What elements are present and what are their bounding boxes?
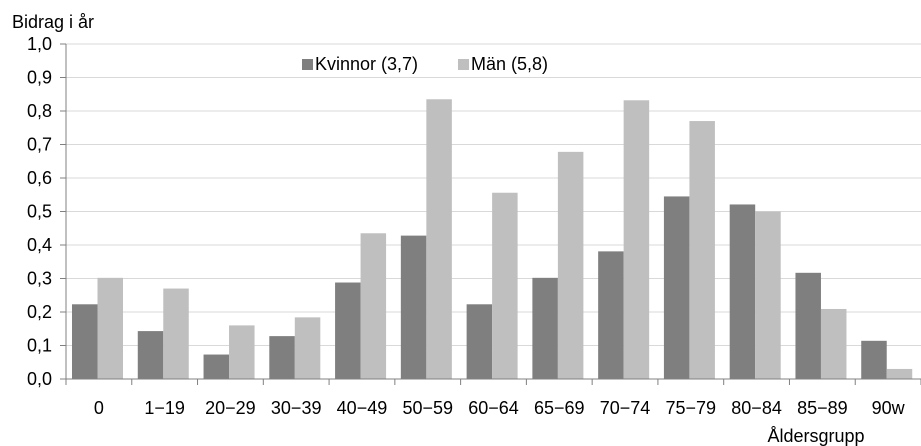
bar bbox=[623, 100, 650, 379]
bar bbox=[466, 304, 493, 379]
bar bbox=[294, 317, 321, 379]
bar bbox=[229, 325, 255, 379]
x-tick-label: 0 bbox=[94, 398, 104, 418]
x-tick-label: 85−89 bbox=[797, 398, 848, 418]
bar bbox=[72, 304, 98, 379]
bars bbox=[72, 99, 913, 380]
x-tick-label: 75−79 bbox=[666, 398, 717, 418]
y-tick-label: 0,1 bbox=[27, 336, 52, 356]
y-tick-label: 0,9 bbox=[27, 68, 52, 88]
legend-label: Kvinnor (3,7) bbox=[315, 54, 418, 74]
bar bbox=[663, 196, 690, 379]
x-tick-label: 70−74 bbox=[600, 398, 651, 418]
bar bbox=[795, 272, 821, 379]
y-tick-label: 0,5 bbox=[27, 202, 52, 222]
y-tick-label: 0,2 bbox=[27, 302, 52, 322]
bar bbox=[598, 251, 624, 379]
bar bbox=[335, 282, 361, 379]
x-axis-ticks: 0 1−19 20−29 30−39 40−49 50−59 60−64 65−69 70−74… bbox=[65, 379, 921, 418]
legend-swatch bbox=[302, 59, 313, 70]
legend-label: Män (5,8) bbox=[471, 54, 548, 74]
legend-swatch bbox=[458, 59, 469, 70]
x-tick-label: 1−19 bbox=[144, 398, 185, 418]
bar bbox=[426, 99, 452, 380]
x-tick-label: 20−29 bbox=[205, 398, 256, 418]
bar bbox=[729, 204, 756, 379]
bar bbox=[532, 277, 558, 379]
y-tick-label: 0,6 bbox=[27, 168, 52, 188]
y-tick-label: 0,4 bbox=[27, 235, 52, 255]
x-tick-label: 90w bbox=[872, 398, 906, 418]
bar bbox=[755, 211, 781, 379]
bar bbox=[820, 308, 847, 379]
x-tick-label: 30−39 bbox=[271, 398, 322, 418]
x-tick-label: 40−49 bbox=[337, 398, 388, 418]
bar bbox=[886, 368, 913, 379]
bar bbox=[557, 151, 584, 379]
bar bbox=[269, 336, 295, 379]
bar bbox=[492, 192, 518, 379]
x-tick-label: 50−59 bbox=[402, 398, 453, 418]
y-tick-label: 1,0 bbox=[27, 34, 52, 54]
x-tick-label: 80−84 bbox=[731, 398, 782, 418]
x-axis-label: Åldersgrupp bbox=[767, 426, 864, 446]
bar bbox=[360, 233, 387, 379]
bar bbox=[97, 277, 123, 379]
y-tick-label: 0,0 bbox=[27, 369, 52, 389]
y-tick-label: 0,3 bbox=[27, 269, 52, 289]
bar bbox=[861, 340, 887, 379]
x-tick-label: 65−69 bbox=[534, 398, 585, 418]
bar bbox=[689, 121, 715, 380]
bar bbox=[203, 354, 230, 379]
y-tick-label: 0,8 bbox=[27, 101, 52, 121]
bar bbox=[163, 288, 189, 379]
y-axis-ticks: 0,0 0,1 0,2 0,3 0,4 0,5 0,6 0,7 0,8 0,9 1,0 bbox=[27, 34, 66, 389]
x-tick-label: 60−64 bbox=[468, 398, 519, 418]
bar bbox=[137, 331, 164, 379]
axes bbox=[65, 44, 921, 380]
y-axis-label: Bidrag i år bbox=[12, 12, 94, 32]
legend: Kvinnor (3,7) Män (5,8) bbox=[302, 54, 548, 74]
y-tick-label: 0,7 bbox=[27, 135, 52, 155]
bar bbox=[400, 235, 427, 379]
